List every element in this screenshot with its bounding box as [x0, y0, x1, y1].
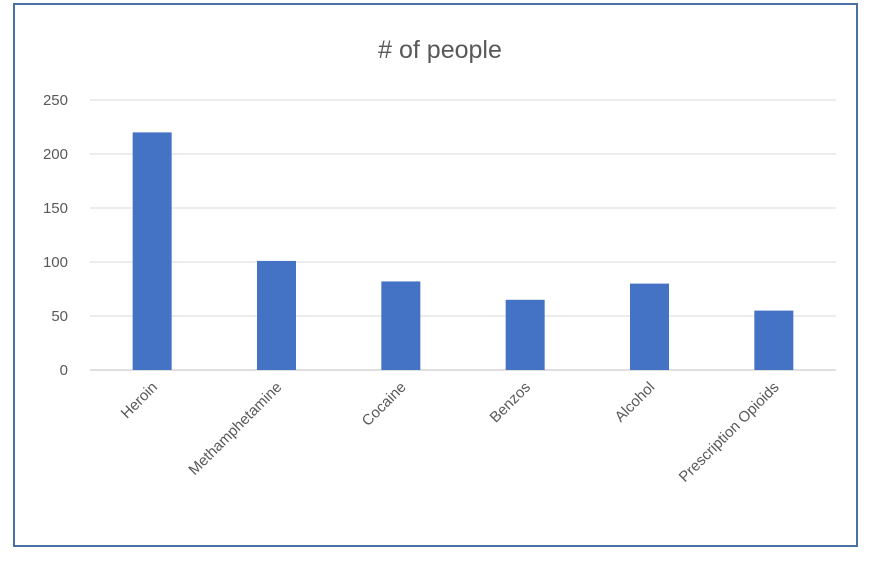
- y-axis-ticks: 0 50 100 150 200 250: [43, 92, 68, 379]
- y-tick-label: 150: [43, 200, 68, 217]
- bar-methamphetamine: [257, 260, 296, 370]
- bar-heroin: [132, 132, 172, 370]
- bar-alcohol: [630, 283, 669, 370]
- x-tick-label: Methamphetamine: [185, 379, 285, 479]
- x-tick-label: Prescription Opioids: [676, 379, 783, 486]
- x-tick-label: Benzos: [487, 379, 534, 426]
- x-axis-ticks: Heroin Methamphetamine Cocaine Benzos Alcoho…: [118, 379, 783, 486]
- y-tick-label: 0: [60, 362, 68, 379]
- y-tick-label: 250: [43, 92, 68, 109]
- y-tick-label: 100: [43, 254, 68, 271]
- bar-prescription-opioids: [754, 310, 794, 370]
- x-tick-label: Alcohol: [612, 379, 659, 426]
- gridlines: [90, 99, 836, 371]
- x-tick-label: Heroin: [118, 379, 161, 422]
- bars: [132, 132, 794, 370]
- y-tick-label: 200: [43, 146, 68, 163]
- x-tick-label: Cocaine: [359, 379, 410, 430]
- bar-cocaine: [381, 281, 421, 370]
- bar-benzos: [505, 299, 545, 370]
- y-tick-label: 50: [51, 308, 68, 325]
- chart-title: # of people: [378, 36, 502, 64]
